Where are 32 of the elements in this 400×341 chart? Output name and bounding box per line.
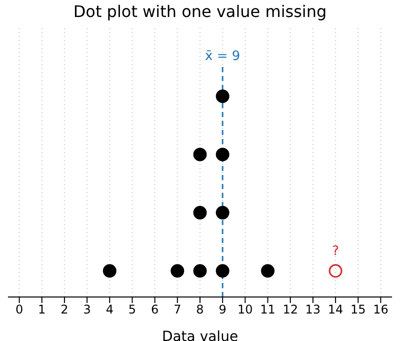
x-tick-label: 14 [328,302,344,317]
x-tick-label: 4 [106,302,114,317]
annotation: ? [332,244,339,259]
x-tick-label: 9 [218,302,226,317]
x-tick-label: 7 [174,302,182,317]
x-axis-title: Data value [162,329,238,341]
point [102,264,116,278]
x-tick-label: 15 [350,302,366,317]
x-tick-label: 12 [282,302,298,317]
point [216,148,230,162]
x-tick-label: 16 [373,302,388,317]
point [261,264,275,278]
x-tick-label: 5 [128,302,136,317]
x-tick-label: 10 [238,302,253,317]
x-tick-label: 1 [38,302,46,317]
x-tick-label: 2 [60,302,68,317]
point [193,264,207,278]
point [216,264,230,278]
x-tick-label: 6 [151,302,159,317]
x-tick-label: 3 [83,302,91,317]
x-tick-label: 8 [196,302,204,317]
point [170,264,184,278]
ref-line-label: x̄ = 9 [205,49,240,64]
point [193,206,207,220]
point [193,148,207,162]
point [216,206,230,220]
x-tick-label: 0 [15,302,24,317]
x-tick-label: 11 [260,302,276,317]
point [328,264,342,278]
chart-title: Dot plot with one value missing [72,2,328,21]
point [216,90,230,104]
x-tick-label: 13 [305,302,321,317]
